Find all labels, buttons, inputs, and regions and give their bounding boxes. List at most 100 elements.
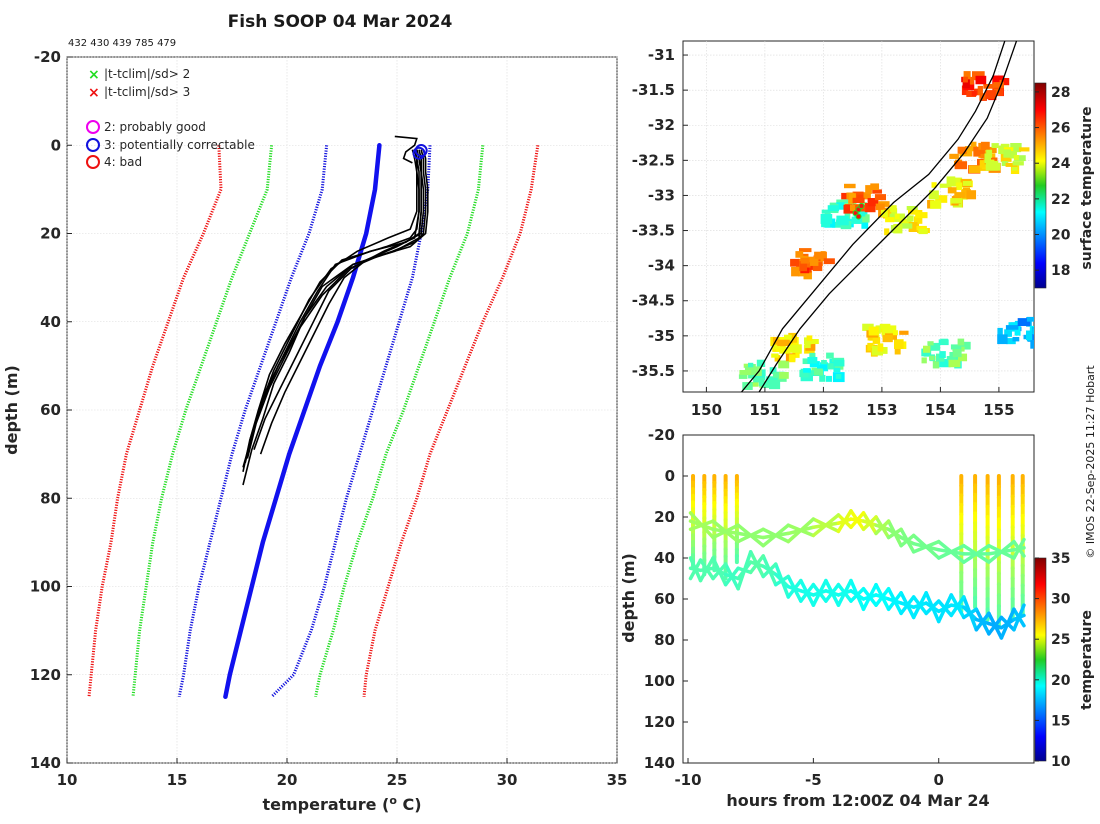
- map-sst-cell: [1012, 337, 1020, 342]
- section-colorbar: [1034, 557, 1047, 762]
- profile-ytick-label: 20: [40, 225, 61, 243]
- section-ytick-label: -20: [648, 426, 675, 444]
- map-sst-cell: [826, 375, 832, 382]
- section-xlabel: hours from 12:00Z 04 Mar 24: [726, 791, 989, 810]
- map-sst-cell: [966, 90, 977, 97]
- map-sst-cell: [738, 374, 748, 379]
- map-sst-cell: [820, 214, 833, 224]
- map-sst-cell: [1031, 327, 1034, 334]
- map-sst-cell: [804, 261, 811, 268]
- map-sst-cell: [753, 377, 765, 383]
- map-sst-cell: [803, 270, 812, 280]
- section-ytick-label: 80: [654, 631, 675, 649]
- map-sst-cell: [1018, 147, 1030, 152]
- map-sst-cell: [833, 359, 845, 367]
- map-sst-cell: [923, 345, 931, 353]
- map-sst-cell: [1034, 321, 1041, 326]
- map-ship-track: [758, 41, 1018, 392]
- map-sst-cell: [743, 363, 751, 368]
- map-sst-cell: [808, 339, 819, 345]
- map-sst-cell: [998, 145, 1004, 155]
- map-sst-cell: [784, 334, 792, 342]
- map-colorbar-tick-label: 24: [1051, 156, 1071, 172]
- section-bottom-trace: [861, 582, 878, 611]
- map-sst-cell: [864, 203, 876, 213]
- map-ytick-label: -32: [648, 116, 675, 134]
- map-deployment-marker: [855, 213, 862, 220]
- map-sst-cell: [979, 160, 985, 168]
- profile-axes-box: [66, 56, 618, 764]
- section-bottom-trace: [836, 578, 853, 607]
- map-sst-cell: [957, 146, 967, 154]
- profile-ylabel: depth (m): [2, 365, 21, 455]
- map-sst-cell: [884, 228, 890, 236]
- map-sst-cell: [918, 228, 928, 235]
- cast-ids: 432 430 439 785 479: [68, 38, 176, 49]
- profile-ytick-label: 100: [30, 578, 61, 596]
- section-colorbar-tick-label: 10: [1051, 754, 1071, 770]
- map-sst-cell: [962, 181, 972, 186]
- section-bottom-trace: [811, 578, 828, 607]
- map-sst-cell: [814, 251, 827, 260]
- map-sst-cell: [821, 360, 827, 365]
- map-ytick-label: -31.5: [632, 81, 675, 99]
- map-sst-cell: [932, 360, 940, 369]
- map-coastline: [741, 41, 1006, 392]
- profile-xlabel: temperature (o C): [262, 794, 421, 814]
- map-ytick-label: -35: [648, 327, 675, 345]
- map-sst-cell: [1005, 325, 1019, 330]
- section-bottom-trace: [949, 595, 966, 618]
- map-ytick-label: -32.5: [632, 151, 675, 169]
- section-mixed-layer-trace: [861, 515, 878, 532]
- map-sst-cell: [961, 85, 969, 96]
- map-sst-cell: [962, 78, 970, 89]
- section-bottom-trace: [999, 607, 1016, 640]
- map-sst-cell: [1003, 149, 1012, 158]
- map-sst-cell: [799, 248, 812, 253]
- map-sst-cell: [947, 187, 957, 194]
- map-sst-cell: [900, 223, 913, 229]
- map-sst-cell: [954, 161, 968, 170]
- section-mixed-layer-trace: [886, 527, 903, 540]
- map-sst-cell: [1035, 335, 1041, 343]
- map-sst-cell: [935, 195, 948, 203]
- map-sst-cell: [890, 213, 900, 220]
- map-sst-cell: [896, 213, 905, 219]
- map-colorbar-tick-label: 28: [1051, 85, 1070, 101]
- map-sst-cell: [779, 346, 791, 354]
- map-sst-cell: [997, 334, 1008, 345]
- map-sst-cell: [858, 192, 871, 200]
- map-sst-cell: [890, 205, 897, 213]
- section-mixed-layer-trace: [711, 523, 740, 540]
- section-mixed-layer-trace: [962, 543, 991, 564]
- map-sst-cell: [952, 177, 963, 187]
- map-sst-cell: [1001, 78, 1010, 86]
- profile-surface-stub: [394, 135, 418, 164]
- map-sst-cell: [772, 345, 781, 350]
- section-ytick-label: 20: [654, 508, 675, 526]
- map-sst-cell: [844, 183, 856, 189]
- map-sst-cell: [921, 357, 927, 364]
- section-mixed-layer-trace: [849, 511, 866, 529]
- section-xtick-label: -5: [805, 771, 822, 789]
- map-sst-cell: [906, 206, 918, 211]
- legend-label-correctable: 3: potentially correctable: [104, 138, 255, 152]
- map-sst-cell: [836, 202, 848, 210]
- map-colorbar-tick-label: 20: [1051, 228, 1071, 244]
- map-sst-cell: [991, 143, 999, 149]
- map-sst-cell: [778, 360, 790, 369]
- map-sst-cell: [939, 351, 946, 359]
- map-sst-cell: [877, 343, 884, 352]
- map-sst-cell: [892, 330, 898, 336]
- map-sst-cell: [748, 362, 754, 368]
- map-sst-cell: [1026, 316, 1034, 322]
- map-sst-cell: [1026, 330, 1033, 341]
- section-bottom-trace: [962, 607, 979, 620]
- map-sst-cell: [985, 90, 996, 100]
- profile-ytick-label: 60: [40, 401, 61, 419]
- section-colorbar-tick-label: 15: [1051, 713, 1070, 729]
- section-colorbar-label: temperature: [1079, 610, 1095, 710]
- profile-ytick-label: 40: [40, 313, 61, 331]
- map-xtick-label: 153: [866, 401, 897, 419]
- map-colorbar-tick-label: 18: [1051, 263, 1070, 279]
